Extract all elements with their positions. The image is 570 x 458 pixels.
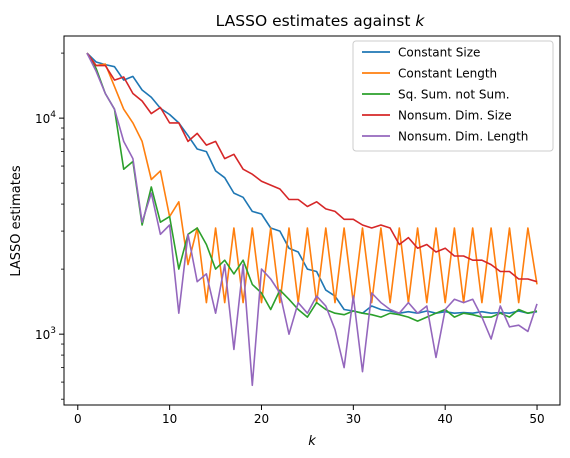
chart-title-text: LASSO estimates against xyxy=(216,12,416,30)
x-tick-label: 30 xyxy=(346,412,361,426)
series-line xyxy=(86,52,538,304)
x-tick-label: 0 xyxy=(74,412,82,426)
axes-frame xyxy=(63,35,561,406)
legend-label: Sq. Sum. not Sum. xyxy=(398,88,510,102)
y-tick-label: 103 xyxy=(35,326,56,342)
y-tick-label: 104 xyxy=(35,110,56,126)
legend-label: Nonsum. Dim. Length xyxy=(398,130,528,144)
legend-box xyxy=(352,40,554,152)
plot-area xyxy=(86,52,538,387)
y-axis-label: LASSO estimates xyxy=(9,165,24,277)
x-axis-label: k xyxy=(308,434,316,449)
x-axis: 0 10 20 30 40 50 xyxy=(74,405,545,426)
legend-label: Constant Size xyxy=(398,46,480,60)
series-line xyxy=(86,52,538,283)
x-tick-label: 20 xyxy=(254,412,269,426)
legend-label: Nonsum. Dim. Size xyxy=(398,109,512,123)
chart-title: LASSO estimates against k xyxy=(216,12,426,30)
x-tick-label: 10 xyxy=(162,412,177,426)
series-line xyxy=(86,52,538,322)
series-line xyxy=(86,52,538,387)
x-tick-label: 50 xyxy=(529,412,544,426)
legend-label: Constant Length xyxy=(398,67,497,81)
x-tick-label: 40 xyxy=(438,412,453,426)
legend-items: Constant Size Constant Length Sq. Sum. not… xyxy=(362,46,528,144)
legend: Constant Size Constant Length Sq. Sum. not… xyxy=(352,40,554,152)
chart-title-variable: k xyxy=(415,12,425,30)
y-axis: 103 104 xyxy=(35,52,64,400)
